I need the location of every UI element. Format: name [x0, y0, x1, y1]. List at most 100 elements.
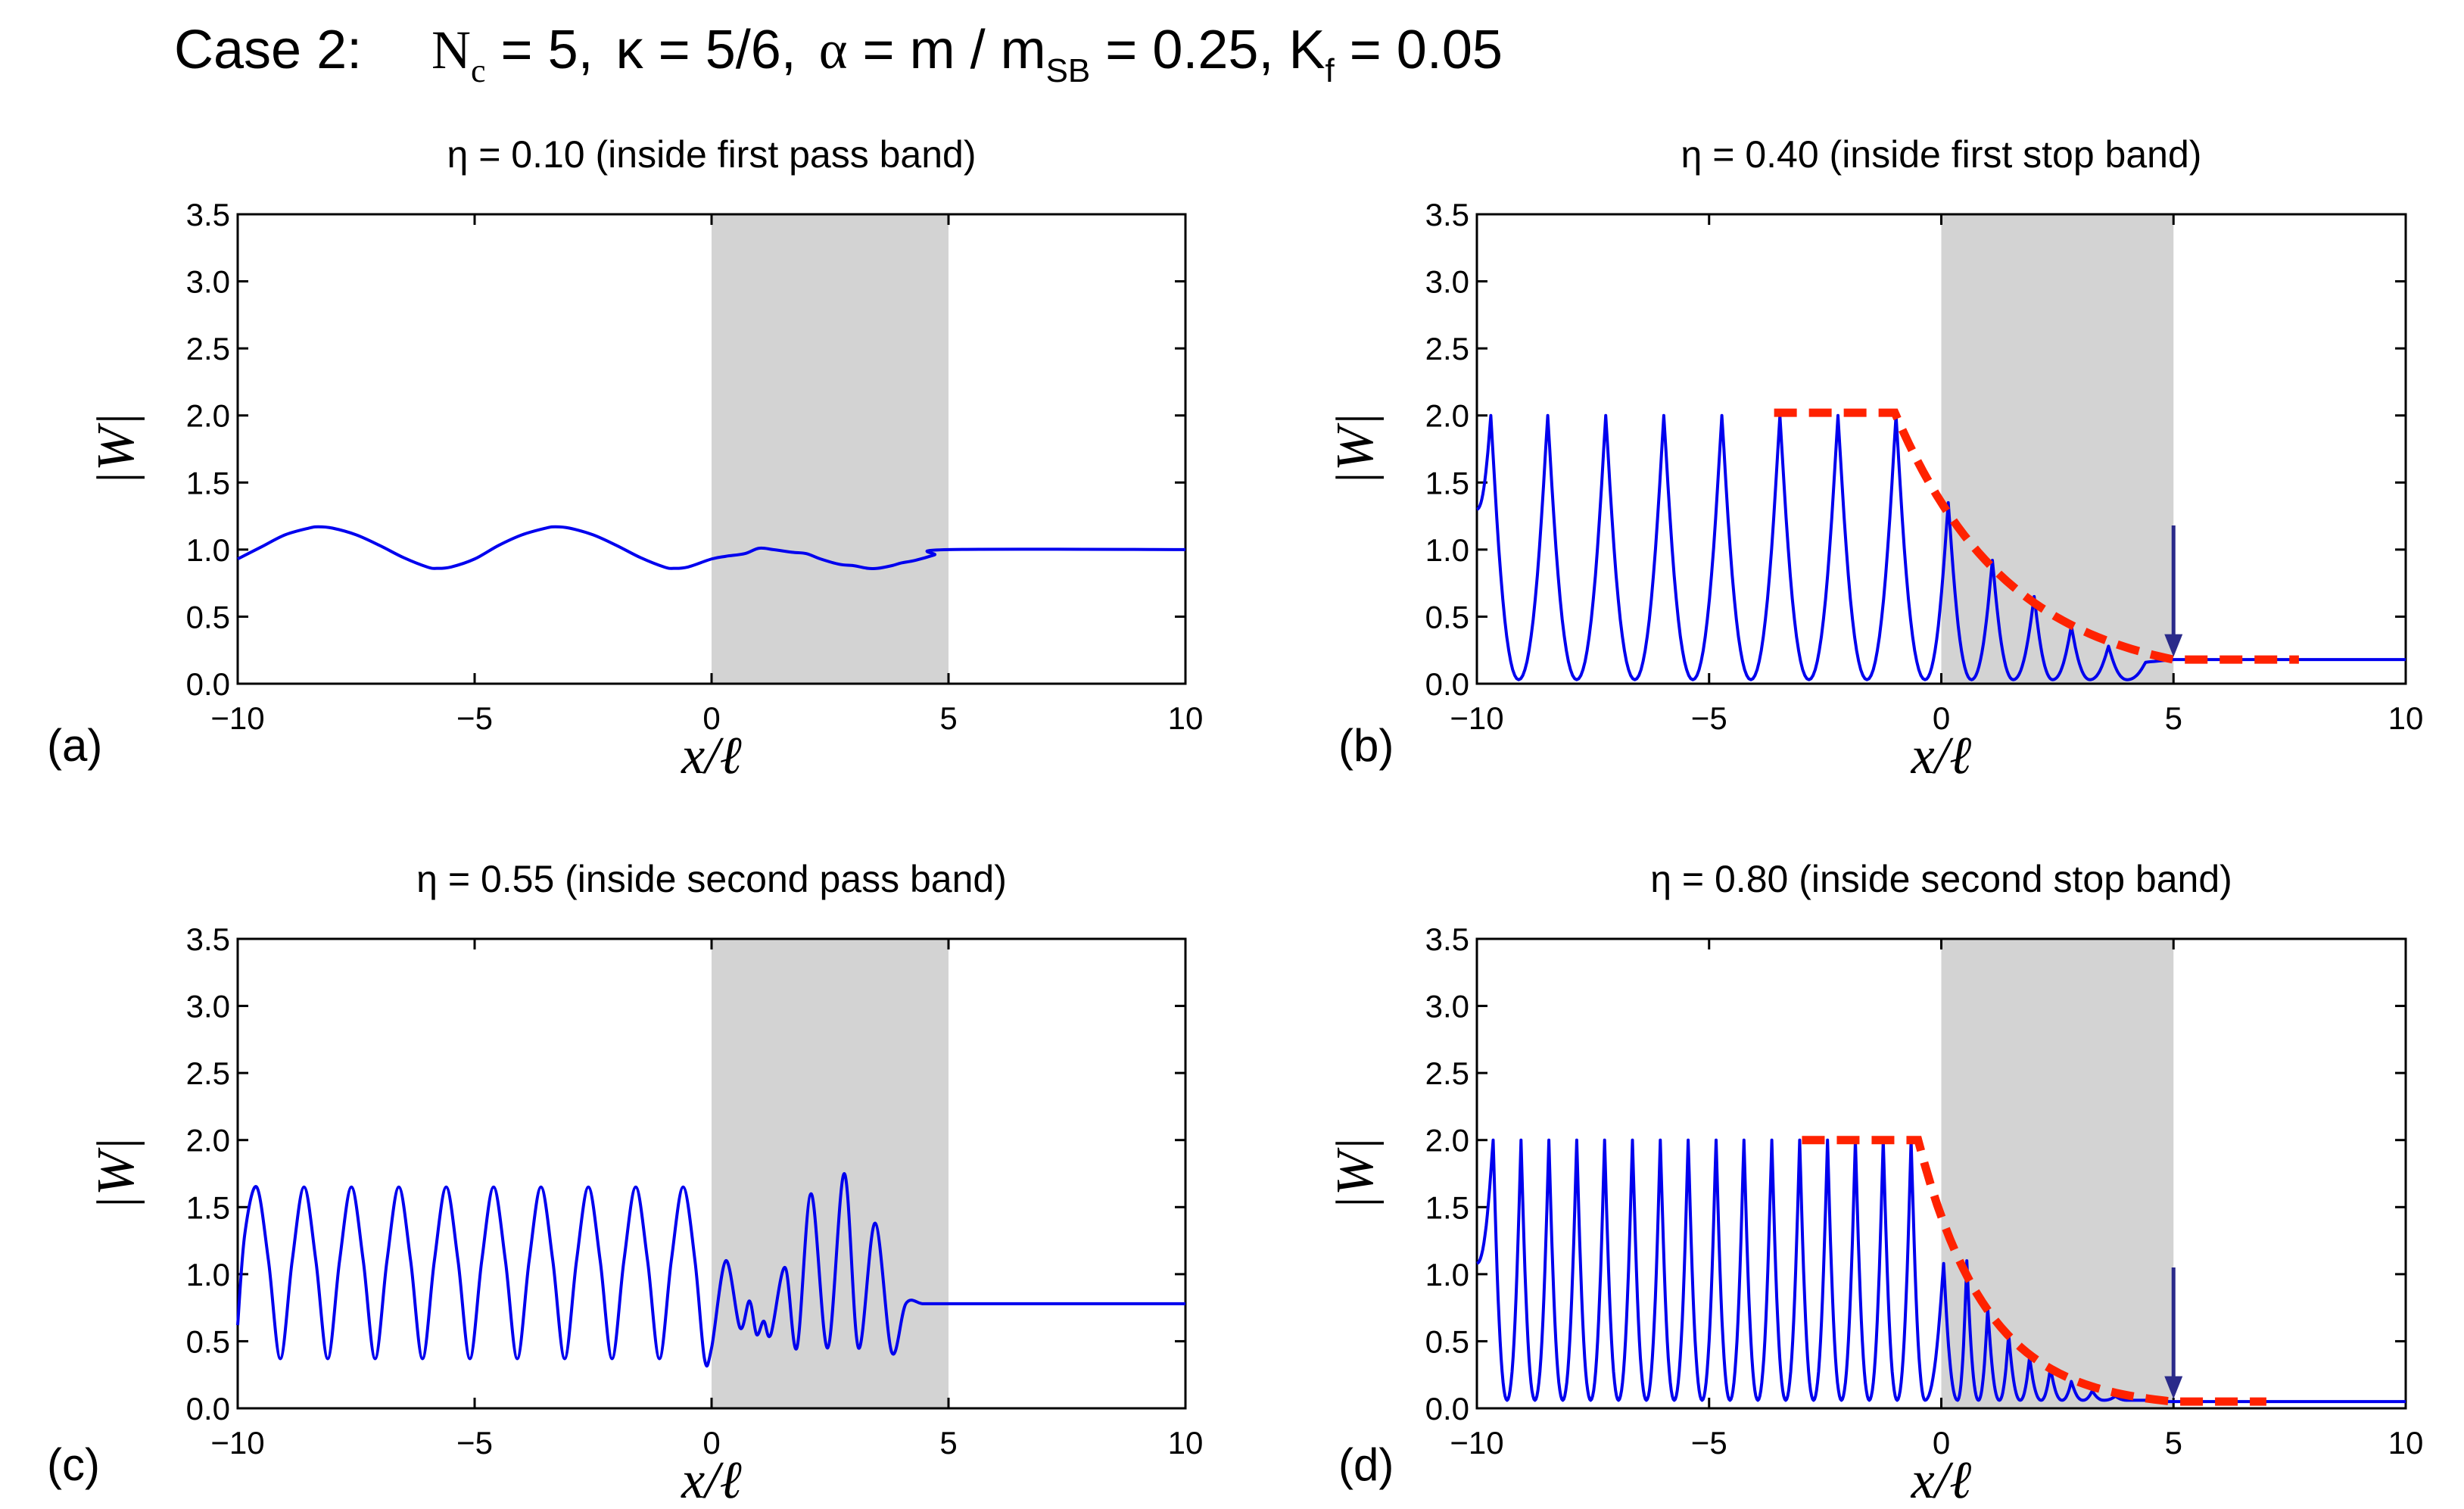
x-axis-label: x/ℓ	[681, 727, 742, 785]
y-tick-label: 2.0	[186, 1123, 230, 1158]
panel-shade	[1941, 939, 2174, 1408]
y-tick-label: 3.5	[186, 197, 230, 232]
plot-frame	[1475, 213, 2407, 685]
series-layer	[1476, 1136, 2406, 1406]
header-kappa: κ = 5/6,	[616, 20, 796, 80]
y-tick-label: 2.0	[186, 398, 230, 434]
y-tick-label: 3.0	[186, 989, 230, 1024]
y-tick-label: 1.0	[1425, 1257, 1469, 1292]
y-tick-label: 3.5	[1425, 921, 1469, 957]
x-tick-label: 5	[939, 700, 957, 736]
panel-c: 0.0 0.5 1.0 1.5 2.0 2.5 3.0 3.5 −10 −5 0 5 10 η = 0.…	[47, 858, 1203, 1509]
x-tick-label: −10	[1450, 1425, 1503, 1461]
arrow-head	[2164, 634, 2183, 657]
header-nc-sub: c	[471, 52, 486, 89]
y-tick-label: 0.5	[1425, 599, 1469, 634]
y-tick-label: 2.5	[1425, 331, 1469, 366]
plot-frame	[236, 213, 1187, 685]
x-axis-label: x/ℓ	[1911, 1451, 1972, 1509]
axis-ticks: 0.0 0.5 1.0 1.5 2.0 2.5 3.0 3.5 −10 −5 0 5 10	[186, 921, 1204, 1461]
x-tick-label: 10	[1168, 700, 1204, 736]
x-tick-label: 0	[1933, 700, 1950, 736]
y-tick-label: 3.5	[186, 921, 230, 957]
decay-envelope	[1774, 408, 2299, 664]
y-tick-label: 0.5	[186, 599, 230, 634]
axis-ticks: 0.0 0.5 1.0 1.5 2.0 2.5 3.0 3.5 −10 −5 0 5 10	[186, 197, 1204, 736]
x-axis-label: x/ℓ	[1911, 727, 1972, 785]
y-tick-label: 1.0	[186, 532, 230, 568]
panel-title: η = 0.40 (inside first stop band)	[1681, 133, 2202, 176]
header-alpha-value: = 0.25,	[1090, 20, 1273, 80]
x-tick-label: −10	[1450, 700, 1503, 736]
panel-d: 0.0 0.5 1.0 1.5 2.0 2.5 3.0 3.5 −10 −5 0 5 10 η = 0.…	[1326, 858, 2423, 1509]
y-tick-label: 2.5	[186, 331, 230, 366]
plot-frame	[1475, 937, 2407, 1410]
series-layer	[1476, 408, 2406, 681]
y-axis-label: |W|	[87, 413, 145, 486]
series-layer	[237, 525, 1186, 571]
y-axis-label: |W|	[1326, 1137, 1385, 1211]
x-tick-label: −10	[210, 1425, 264, 1461]
panel-title: η = 0.10 (inside first pass band)	[447, 133, 977, 176]
y-tick-label: 1.5	[1425, 1189, 1469, 1225]
header-case-label: Case 2:	[174, 20, 362, 80]
x-tick-label: −10	[210, 700, 264, 736]
x-tick-label: 10	[2388, 1425, 2424, 1461]
panel-shade	[1941, 214, 2174, 684]
panel-title: η = 0.55 (inside second pass band)	[416, 858, 1007, 900]
panel-shade	[712, 214, 949, 684]
y-tick-label: 1.5	[186, 1189, 230, 1225]
y-tick-label: 2.0	[1425, 398, 1469, 434]
y-tick-label: 0.0	[186, 666, 230, 702]
x-tick-label: 5	[939, 1425, 957, 1461]
y-tick-label: 3.0	[1425, 264, 1469, 300]
x-axis-label: x/ℓ	[681, 1451, 742, 1509]
panel-label: (b)	[1338, 720, 1394, 771]
panel-title: η = 0.80 (inside second stop band)	[1650, 858, 2232, 900]
y-tick-label: 1.0	[1425, 532, 1469, 568]
y-axis-label: |W|	[87, 1137, 145, 1211]
x-tick-label: −5	[1691, 1425, 1727, 1461]
y-tick-label: 0.5	[186, 1323, 230, 1359]
y-tick-label: 0.0	[186, 1391, 230, 1426]
y-tick-label: 0.5	[1425, 1323, 1469, 1359]
x-tick-label: 0	[702, 700, 720, 736]
series-line	[1476, 1138, 2406, 1404]
series-line	[237, 525, 1186, 571]
panel-label: (d)	[1338, 1439, 1394, 1490]
y-tick-label: 1.5	[1425, 465, 1469, 500]
axis-ticks: 0.0 0.5 1.0 1.5 2.0 2.5 3.0 3.5 −10 −5 0 5 10	[1425, 921, 2424, 1461]
y-tick-label: 3.5	[1425, 197, 1469, 232]
panel-a: 0.0 0.5 1.0 1.5 2.0 2.5 3.0 3.5 −10 −5 0 5 10 η = 0.…	[47, 133, 1203, 785]
y-tick-label: 3.0	[186, 264, 230, 300]
y-tick-label: 2.0	[1425, 1123, 1469, 1158]
series-layer	[236, 1171, 1185, 1368]
x-tick-label: 5	[2165, 700, 2182, 736]
x-tick-label: −5	[1691, 700, 1727, 736]
y-tick-label: 2.5	[186, 1055, 230, 1091]
series-line	[236, 1171, 1185, 1368]
y-tick-label: 2.5	[1425, 1055, 1469, 1091]
series-line	[1476, 413, 2406, 681]
x-tick-label: 10	[2388, 700, 2424, 736]
header-params: Nc = 5, κ = 5/6, α = m / mSB = 0.25, Kf = 0…	[431, 20, 1503, 89]
x-tick-label: 0	[702, 1425, 720, 1461]
header-nc-value: = 5,	[486, 20, 593, 80]
x-tick-label: 10	[1168, 1425, 1204, 1461]
y-tick-label: 0.0	[1425, 666, 1469, 702]
header-k-symbol: K	[1288, 20, 1325, 80]
arrow-head	[2164, 1376, 2183, 1399]
y-axis-label: |W|	[1326, 413, 1385, 486]
y-tick-label: 0.0	[1425, 1391, 1469, 1426]
y-tick-label: 1.0	[186, 1257, 230, 1292]
header-k-value: = 0.05	[1335, 20, 1503, 80]
header-alpha-mid: = m / m	[848, 20, 1046, 80]
panel-label: (a)	[47, 720, 102, 771]
x-tick-label: −5	[456, 700, 493, 736]
plot-frame	[236, 937, 1187, 1410]
y-tick-label: 1.5	[186, 465, 230, 500]
header-nc-symbol: N	[431, 20, 471, 80]
header-k-sub: f	[1325, 52, 1335, 89]
x-tick-label: 0	[1933, 1425, 1950, 1461]
